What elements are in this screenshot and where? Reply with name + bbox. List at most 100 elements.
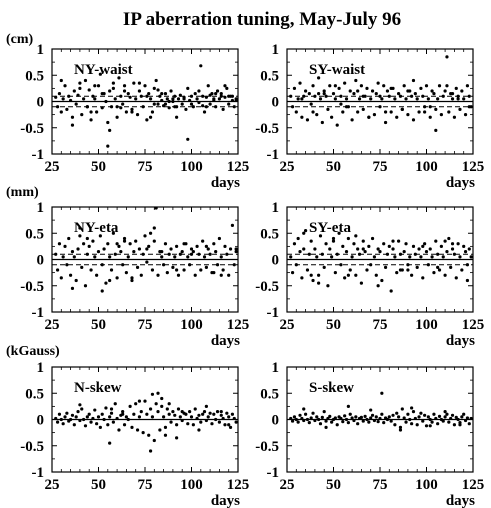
data-point: [324, 94, 328, 98]
x-tick-label: 75: [138, 317, 153, 333]
data-point: [147, 433, 151, 437]
data-point: [202, 410, 207, 414]
data-point: [339, 94, 343, 98]
figure-title: IP aberration tuning, May-July 96: [123, 9, 401, 30]
data-point: [423, 242, 427, 246]
data-point: [61, 97, 65, 101]
data-point: [214, 105, 218, 109]
data-point: [376, 81, 380, 85]
data-point: [188, 410, 192, 414]
data-point: [78, 234, 82, 238]
data-point: [309, 102, 313, 106]
data-point: [380, 391, 384, 395]
data-point: [365, 86, 369, 90]
data-point: [78, 226, 82, 230]
data-point: [363, 414, 367, 418]
data-point: [413, 252, 417, 256]
y-tick-label: -1: [267, 465, 280, 481]
x-tick-label: 25: [280, 317, 295, 333]
data-point: [130, 107, 134, 111]
data-point: [212, 242, 216, 246]
data-point: [300, 97, 304, 101]
data-point: [100, 263, 104, 267]
data-point: [111, 81, 115, 85]
data-point: [382, 242, 386, 246]
data-point: [175, 115, 179, 119]
data-point: [202, 255, 207, 259]
data-point: [150, 268, 155, 272]
data-point: [456, 97, 460, 101]
data-point: [361, 107, 365, 111]
data-point: [206, 84, 210, 88]
y-tick-label: 0.5: [260, 68, 279, 84]
data-point: [201, 94, 205, 98]
data-point: [128, 95, 132, 99]
data-point: [428, 424, 432, 428]
data-point: [354, 78, 358, 83]
data-point: [65, 263, 69, 267]
data-point: [117, 244, 121, 248]
data-point: [324, 242, 328, 246]
data-point: [344, 105, 349, 109]
data-point: [70, 286, 75, 290]
data-point: [398, 252, 403, 256]
data-point: [374, 92, 378, 96]
data-point: [454, 86, 458, 90]
data-point: [341, 110, 345, 114]
data-point: [424, 424, 429, 428]
data-point: [83, 78, 88, 83]
x-tick-label: 100: [180, 159, 203, 175]
data-point: [219, 413, 223, 417]
data-point: [91, 239, 95, 243]
data-point: [389, 289, 393, 293]
data-point: [317, 273, 321, 277]
x-tick-label: 50: [326, 317, 341, 333]
data-point: [354, 415, 358, 419]
data-point: [469, 416, 473, 421]
data-point: [124, 110, 128, 114]
data-point: [417, 110, 421, 114]
data-point: [421, 419, 425, 423]
data-point: [318, 234, 323, 238]
data-point: [225, 86, 229, 90]
data-point: [313, 94, 317, 98]
data-point: [152, 239, 156, 243]
data-point: [410, 422, 414, 426]
data-point: [337, 231, 341, 235]
data-point: [176, 273, 181, 277]
panel-label-n-skew: N-skew: [74, 380, 122, 396]
data-point: [98, 234, 102, 238]
y-tick-label: 1: [37, 200, 45, 216]
data-point: [160, 396, 164, 401]
data-point: [290, 271, 295, 275]
data-point: [189, 415, 194, 419]
data-point: [315, 255, 319, 259]
data-point: [189, 252, 194, 256]
data-point: [87, 88, 91, 92]
x-tick-label: 100: [415, 159, 438, 175]
panel-label-ny-waist: NY-waist: [74, 62, 133, 78]
data-point: [391, 239, 395, 243]
data-point: [227, 423, 231, 427]
data-point: [180, 102, 184, 106]
data-point: [128, 242, 132, 246]
data-point: [102, 247, 106, 251]
data-point: [178, 415, 182, 419]
data-point: [467, 422, 471, 426]
data-point: [54, 252, 58, 256]
panels: 10.50-0.5-125 50 75 100 125NY-waistdays10.50…: [20, 42, 484, 508]
data-point: [304, 89, 308, 93]
data-point: [182, 97, 186, 101]
data-point: [467, 105, 471, 109]
y-tick-label: 1: [272, 200, 280, 216]
data-point: [463, 250, 468, 254]
data-point: [324, 425, 328, 429]
row-unit-label-kgauss: (kGauss): [6, 344, 60, 359]
x-tick-label: 125: [462, 477, 485, 493]
data-point: [346, 273, 350, 277]
data-point: [421, 276, 425, 280]
x-tick-label: 125: [462, 317, 485, 333]
data-point: [152, 438, 156, 443]
data-point: [302, 231, 306, 235]
data-point: [186, 137, 190, 141]
